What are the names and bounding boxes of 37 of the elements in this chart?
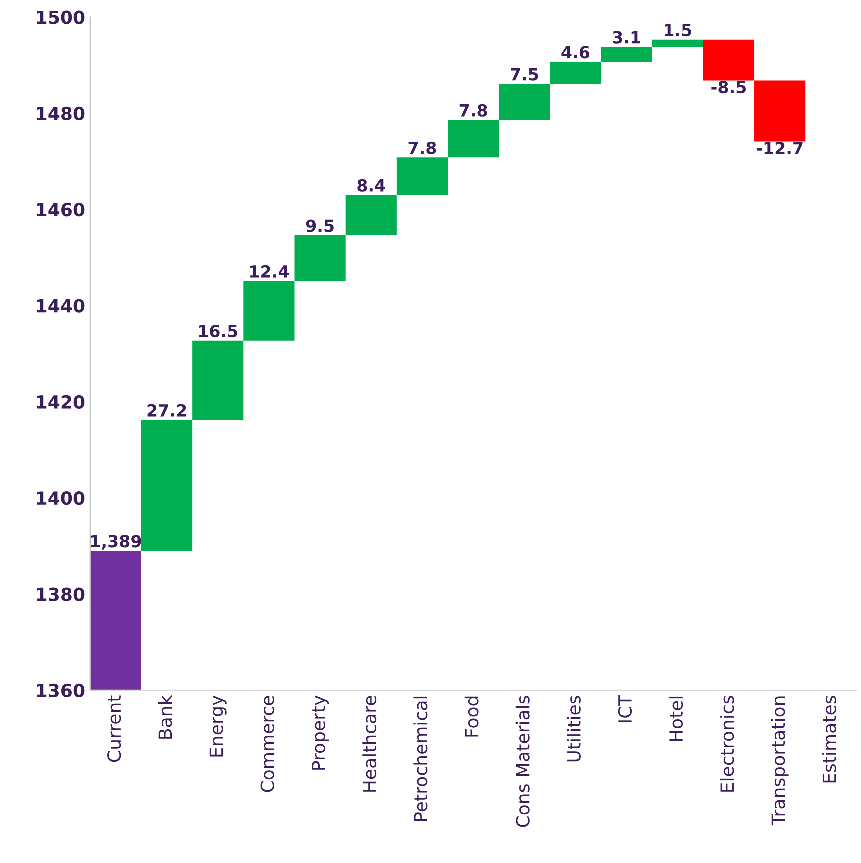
y-tick-label: 1460 [37, 203, 85, 217]
x-tick-label: ICT [618, 695, 632, 722]
data-label: 1,389 [91, 535, 142, 550]
x-tick-label: Commerce [260, 696, 274, 792]
y-tick-label: 1400 [37, 492, 85, 506]
x-tick-label: Utilities [566, 696, 581, 762]
x-tick-label: Electronics [720, 696, 734, 792]
data-label: -12.7 [756, 142, 803, 154]
y-tick-label: 1480 [37, 106, 85, 121]
data-label: 7.5 [510, 68, 538, 81]
data-label: 12.4 [250, 265, 289, 278]
x-tick-label: Hotel [669, 696, 684, 742]
x-tick-label: Bank [158, 695, 172, 739]
x-tick-label: Transportation [771, 696, 789, 826]
x-tick-label: Petrochemical [414, 696, 428, 822]
x-tick-label: Energy [210, 696, 227, 757]
y-tick-label: 1380 [37, 588, 85, 602]
data-label: 27.2 [148, 404, 186, 417]
data-label: 16.5 [199, 325, 238, 338]
y-tick-label: 1500 [37, 10, 85, 24]
x-tick-label: Property [312, 696, 330, 770]
data-label: 4.6 [562, 46, 590, 59]
y-tick-label: 1440 [37, 299, 85, 313]
data-label: 9.5 [306, 220, 334, 232]
data-label: 1.5 [665, 24, 692, 37]
y-tick-label: 1360 [37, 684, 85, 698]
data-label: 8.4 [358, 179, 386, 192]
x-tick-label: Food [464, 696, 479, 737]
x-tick-label: Current [108, 696, 122, 762]
x-tick-label: Cons Materials [516, 696, 530, 828]
data-label: 3.1 [613, 31, 640, 44]
y-tick-label: 1420 [37, 395, 85, 410]
data-label: -8.5 [712, 81, 746, 94]
data-label: 7.8 [408, 142, 436, 154]
x-tick-label: Estimates [822, 696, 836, 783]
data-label: 7.8 [460, 104, 488, 117]
x-tick-label: Healthcare [362, 696, 377, 792]
